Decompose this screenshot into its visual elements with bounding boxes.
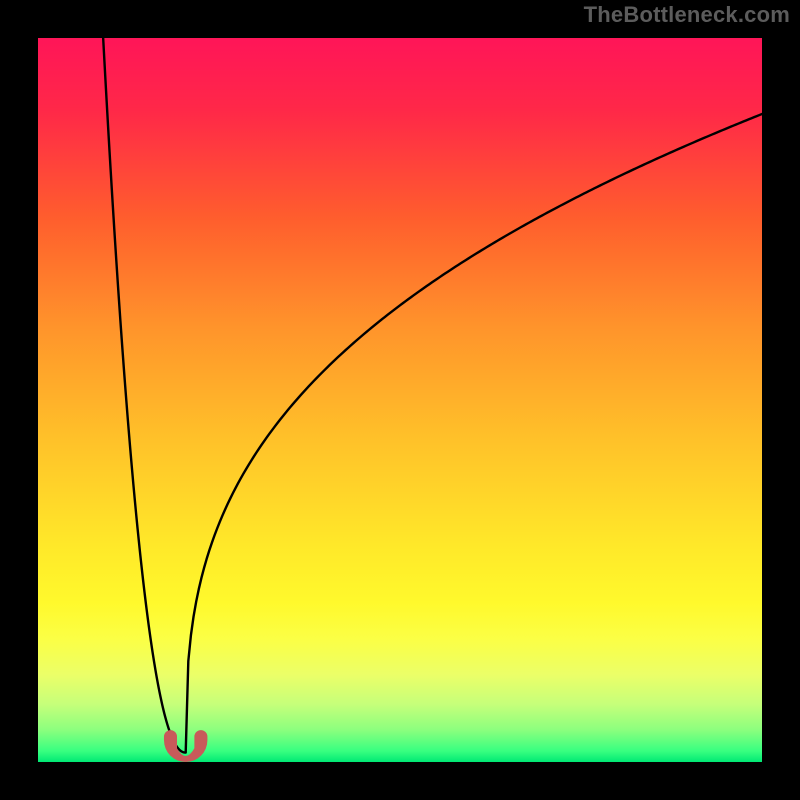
plot-background-gradient: [38, 38, 762, 762]
watermark-text: TheBottleneck.com: [584, 2, 790, 28]
bottleneck-chart: [0, 0, 800, 800]
chart-container: TheBottleneck.com: [0, 0, 800, 800]
